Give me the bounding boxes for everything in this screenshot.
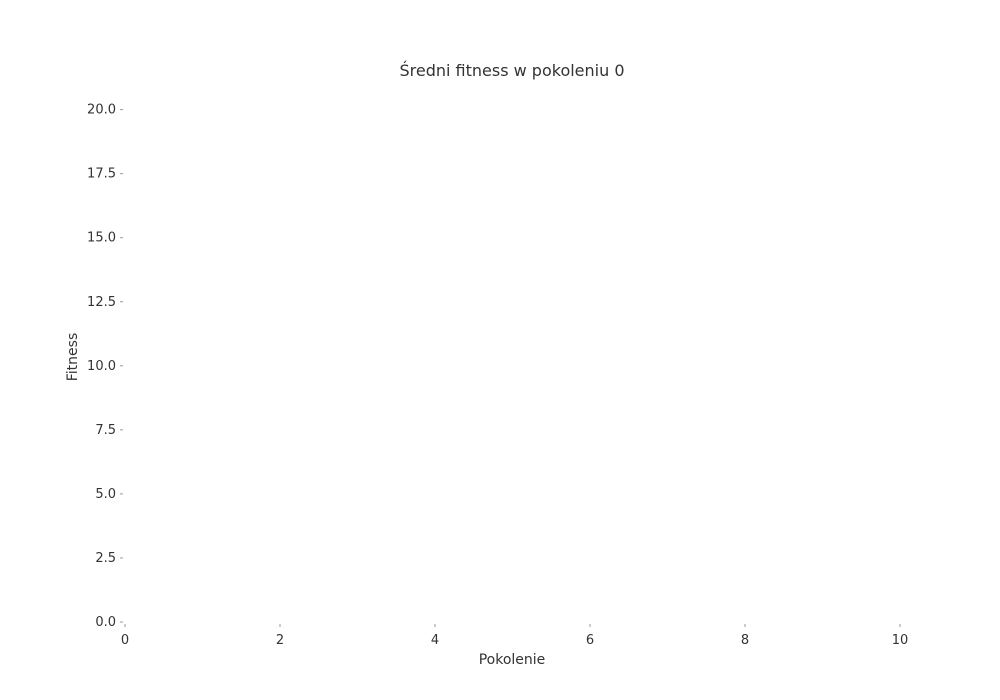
- x-tick-label: 0: [121, 633, 129, 648]
- y-tick-label: 2.5: [95, 551, 116, 566]
- x-axis: 0 2 4 6 8 10: [121, 624, 908, 648]
- x-tick-label: 8: [741, 633, 749, 648]
- chart-title: Średni fitness w pokoleniu 0: [399, 61, 624, 80]
- x-tick-label: 4: [431, 633, 439, 648]
- x-tick-label: 6: [586, 633, 594, 648]
- y-tick-label: 10.0: [87, 359, 116, 374]
- x-axis-title: Pokolenie: [479, 652, 546, 668]
- y-axis-title: Fitness: [65, 333, 81, 382]
- y-tick-label: 17.5: [87, 167, 116, 182]
- x-tick-label: 10: [892, 633, 909, 648]
- y-tick-label: 15.0: [87, 231, 116, 246]
- y-tick-label: 20.0: [87, 103, 116, 118]
- y-tick-label: 12.5: [87, 295, 116, 310]
- y-tick-label: 0.0: [95, 615, 116, 630]
- x-tick-label: 2: [276, 633, 284, 648]
- y-tick-label: 5.0: [95, 487, 116, 502]
- y-tick-label: 7.5: [95, 423, 116, 438]
- y-axis: 0.0 2.5 5.0 7.5 10.0 12.5 15.0 17.5 20.0: [87, 103, 123, 630]
